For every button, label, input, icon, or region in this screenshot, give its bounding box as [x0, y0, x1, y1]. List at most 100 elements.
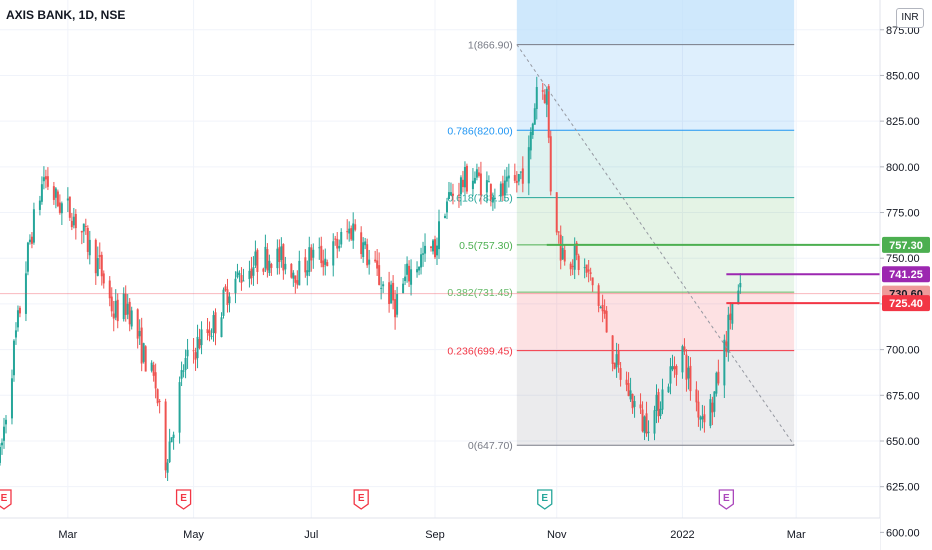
candle-body — [669, 366, 672, 384]
candle-body — [424, 245, 427, 254]
candle-body — [451, 193, 454, 196]
candle-body — [158, 400, 161, 402]
candle-body — [108, 280, 111, 299]
candle-body — [140, 327, 143, 364]
fib-level-label: 0.5(757.30) — [459, 240, 513, 252]
candle-body — [416, 269, 419, 273]
earnings-marker[interactable]: E — [0, 489, 12, 510]
x-tick-label: 2022 — [670, 529, 694, 541]
candle-body — [491, 197, 494, 203]
candle-body — [54, 188, 57, 198]
candle-body — [434, 239, 437, 258]
candle-body — [194, 352, 197, 360]
candle-body — [82, 223, 85, 232]
candle-body — [312, 249, 315, 258]
candle-body — [613, 362, 616, 369]
candle-body — [599, 306, 602, 309]
candle-body — [290, 263, 293, 278]
candle-body — [717, 371, 720, 384]
candle-body — [410, 269, 413, 285]
candle-body — [563, 249, 566, 262]
candle-body — [671, 365, 674, 370]
candle-body — [531, 123, 534, 135]
candle-body — [587, 269, 590, 272]
candle-body — [499, 183, 502, 197]
candle-body — [234, 278, 237, 294]
candle-body — [152, 364, 155, 376]
candle-body — [184, 357, 187, 371]
candle-body — [709, 399, 712, 426]
candle-body — [611, 335, 614, 364]
candle-body — [438, 221, 441, 250]
candle-body — [673, 366, 676, 370]
candle-body — [493, 197, 496, 200]
candle-body — [102, 273, 105, 284]
candle-body — [322, 260, 325, 268]
candle-body — [715, 372, 718, 394]
candle-body — [264, 246, 267, 269]
candle-body — [535, 87, 538, 110]
candle-body — [681, 346, 684, 373]
x-tick-label: Sep — [425, 529, 445, 541]
candle-body — [505, 176, 508, 182]
earnings-label: E — [541, 493, 548, 504]
fib-level-label: 0(647.70) — [468, 440, 513, 452]
candle-body — [529, 131, 532, 151]
candle-body — [178, 382, 181, 433]
earnings-flag-icon — [353, 489, 369, 510]
candle-body — [352, 223, 355, 241]
candle-body — [545, 88, 548, 105]
candle-body — [366, 244, 369, 266]
earnings-marker[interactable]: E — [537, 489, 553, 510]
candle-body — [583, 267, 586, 269]
earnings-marker[interactable]: E — [175, 489, 192, 510]
candle-body — [42, 177, 45, 182]
candle-body — [645, 413, 648, 434]
candle-body — [28, 239, 31, 243]
candle-body — [519, 171, 522, 173]
candle-body — [298, 260, 301, 286]
candle-body — [262, 268, 265, 272]
candle-body — [615, 354, 618, 368]
candle-body — [376, 260, 379, 269]
earnings-marker[interactable]: E — [718, 489, 734, 510]
candle-body — [601, 304, 604, 312]
candle-body — [10, 378, 13, 419]
fib-level-label: 0.382(731.45) — [447, 287, 512, 299]
candle-body — [326, 262, 329, 267]
candle-body — [485, 180, 488, 193]
candle-body — [220, 317, 223, 338]
candle-body — [74, 213, 77, 229]
candle-body — [52, 186, 55, 200]
currency-unit-button[interactable]: INR — [896, 8, 924, 28]
drawn-lines[interactable] — [0, 44, 880, 446]
fib-band-top — [516, 0, 795, 45]
candle-body — [364, 241, 367, 246]
candle-body — [16, 310, 19, 328]
candle-body — [256, 249, 259, 272]
candle-body — [739, 282, 742, 288]
candle-body — [461, 179, 464, 188]
candle-body — [501, 183, 504, 196]
candle-body — [569, 263, 572, 270]
candle-body — [304, 257, 307, 273]
candle-body — [633, 401, 636, 407]
candle-body — [443, 215, 446, 218]
price-axis[interactable]: 600.00625.00650.00675.00700.00725.00750.… — [879, 0, 932, 550]
chart-title: AXIS BANK, 1D, NSE — [6, 8, 126, 22]
candle-body — [206, 329, 209, 333]
y-tick-label: 775.00 — [886, 208, 920, 220]
earnings-marker[interactable]: E — [353, 489, 369, 510]
earnings-flag-icon — [537, 489, 553, 510]
candle-body — [284, 263, 287, 270]
time-axis[interactable]: Mar May Jul Sep Nov 2022 Mar — [0, 517, 880, 550]
candle-body — [0, 442, 3, 446]
fib-level-label: 0.786(820.00) — [447, 125, 512, 137]
candle-body — [214, 312, 217, 334]
candle-body — [647, 431, 650, 433]
candle-body — [224, 286, 227, 291]
candle-body — [84, 225, 87, 227]
price-label-text: 741.25 — [889, 269, 923, 281]
